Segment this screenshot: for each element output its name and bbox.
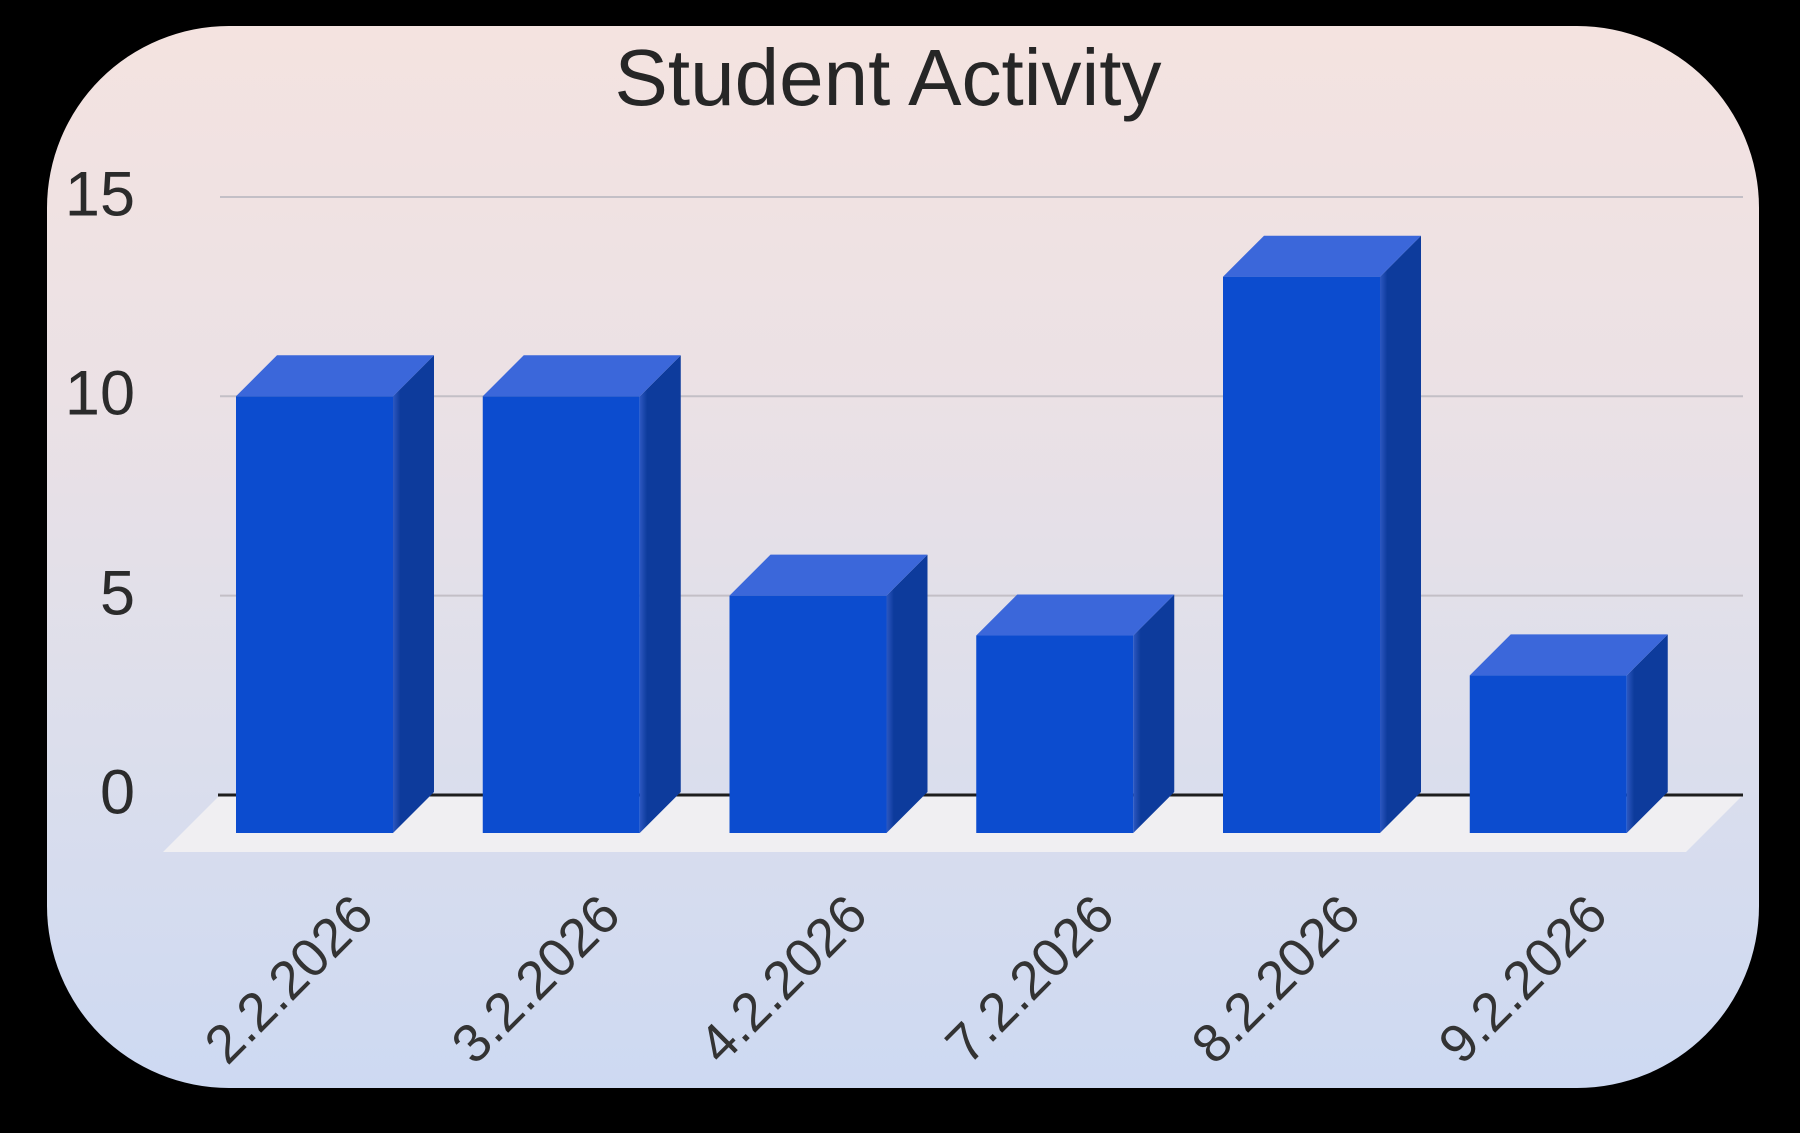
bars-canvas xyxy=(163,195,1743,852)
bar-side-face xyxy=(393,355,434,833)
bar-side-face xyxy=(1380,235,1421,833)
bar-side-face xyxy=(1626,634,1668,833)
chart-title: Student Activity xyxy=(614,33,1162,122)
y-tick-label: 5 xyxy=(99,558,135,629)
bar-front-face xyxy=(729,595,887,833)
plot-area: Student Activity 0 5 10 15 2.2.2026 3.2.2026… xyxy=(47,26,1759,1088)
bar-top-face xyxy=(236,355,434,397)
bar-top-face xyxy=(729,554,928,596)
bar-top-face xyxy=(1223,235,1421,277)
y-tick-label: 15 xyxy=(64,159,135,230)
bar-side-face xyxy=(639,355,681,833)
bar-front-face xyxy=(976,635,1134,833)
bar-front-face xyxy=(1469,675,1627,833)
chart-card: Student Activity 0 5 10 15 2.2.2026 3.2.2026… xyxy=(47,26,1759,1088)
bar-front-face xyxy=(482,396,640,833)
y-tick-label: 0 xyxy=(99,757,135,828)
y-tick-label: 10 xyxy=(64,358,135,429)
bar-side-face xyxy=(886,554,928,833)
bar-front-face xyxy=(236,396,393,833)
bar-side-face xyxy=(1133,594,1175,833)
bar-top-face xyxy=(976,594,1175,636)
bar-top-face xyxy=(482,355,681,397)
bar-front-face xyxy=(1223,276,1380,833)
bar-top-face xyxy=(1469,634,1668,676)
